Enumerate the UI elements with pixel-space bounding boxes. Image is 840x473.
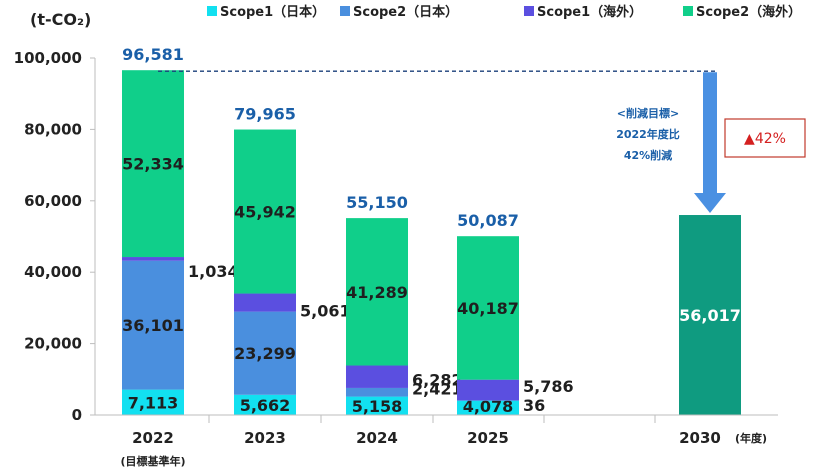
y-tick-label: 40,000 [24, 263, 82, 281]
data-label: 4,078 [463, 397, 514, 416]
data-label: 36 [523, 396, 545, 415]
bar-segment [122, 260, 184, 390]
bar-segment [346, 365, 408, 388]
data-label: 52,334 [122, 155, 184, 174]
bar-segment [457, 400, 519, 415]
data-label: 6,282 [412, 371, 463, 390]
bar-segment [234, 293, 296, 312]
target-value-label: 56,017 [679, 306, 741, 325]
target-note-line: <削減目標> [617, 106, 679, 120]
data-label: 40,187 [457, 299, 519, 318]
legend: Scope1（日本） Scope2（日本） Scope1（海外） Scope2（海外） [207, 4, 801, 20]
legend-label: Scope2（海外） [696, 4, 801, 20]
x-tick-label: 2023 [244, 429, 286, 447]
bar-segment [457, 400, 519, 401]
data-label: 41,289 [346, 283, 408, 302]
bars: 7,113 36,101 1,034 52,334 96,581 5,662 23,299 5… [122, 45, 741, 416]
data-label: 5,061 [300, 302, 351, 321]
x-tick-label: 2024 [356, 429, 398, 447]
total-label: 55,150 [346, 193, 408, 212]
bar-segment [122, 70, 184, 258]
total-label: 50,087 [457, 211, 519, 230]
total-label: 96,581 [122, 45, 184, 64]
x-axis: 2022 2023 2024 2025 2030 (目標基準年) (年度) [95, 414, 778, 468]
legend-swatch [524, 6, 534, 16]
target-note-line: 42%削減 [624, 148, 672, 162]
data-label: 5,786 [523, 377, 574, 396]
legend-swatch [340, 6, 350, 16]
bar-segment [346, 387, 408, 397]
reduction-badge-text: ▲42% [744, 131, 786, 147]
data-label: 5,662 [240, 396, 291, 415]
legend-swatch [207, 6, 217, 16]
bar-segment [234, 311, 296, 395]
reduction-arrow [694, 72, 726, 214]
data-label: 36,101 [122, 316, 184, 335]
bar-segment [234, 129, 296, 294]
reduction-badge [724, 118, 806, 158]
bar-segment [122, 389, 184, 415]
legend-label: Scope1（日本） [220, 4, 325, 20]
x-sublabel: (年度) [735, 431, 767, 445]
target-bar [679, 215, 741, 415]
x-tick-label: 2025 [467, 429, 509, 447]
y-tick-label: 0 [72, 406, 82, 424]
bar-segment [122, 257, 184, 261]
total-label: 79,965 [234, 105, 296, 124]
bar-segment [234, 394, 296, 415]
bar-segment [346, 218, 408, 366]
data-label: 23,299 [234, 344, 296, 363]
legend-swatch [683, 6, 693, 16]
data-label: 7,113 [128, 393, 179, 412]
bar-segment [346, 396, 408, 415]
target-note-line: 2022年度比 [616, 127, 680, 141]
data-label: 2,421 [412, 380, 463, 399]
data-label: 1,034 [188, 262, 239, 281]
x-tick-label: 2022 [132, 429, 174, 447]
data-label: 5,158 [352, 397, 403, 416]
annotations: <削減目標> 2022年度比 42%削減 ▲42% [158, 70, 806, 214]
y-axis: 0 20,000 40,000 60,000 80,000 100,000 [14, 49, 96, 424]
legend-label: Scope1（海外） [537, 4, 642, 20]
bar-segment [457, 236, 519, 380]
legend-label: Scope2（日本） [353, 4, 458, 20]
x-tick-label: 2030 [679, 429, 721, 447]
y-tick-label: 80,000 [24, 120, 82, 138]
bar-segment [457, 379, 519, 401]
y-tick-label: 20,000 [24, 335, 82, 353]
y-axis-unit-label: (t-CO₂) [30, 10, 91, 29]
data-label: 45,942 [234, 203, 296, 222]
y-tick-label: 60,000 [24, 192, 82, 210]
y-tick-label: 100,000 [14, 49, 82, 67]
x-sublabel: (目標基準年) [120, 454, 185, 468]
